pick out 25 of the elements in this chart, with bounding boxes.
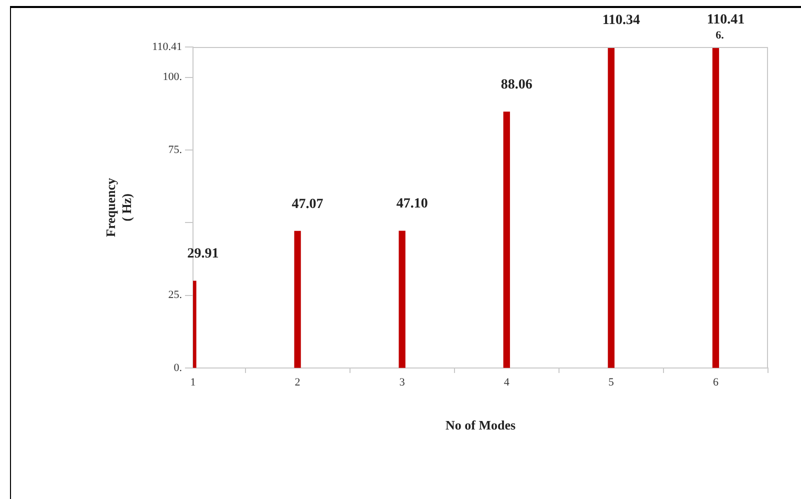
data-label: 47.10 [396,196,428,212]
x-tick-label: 5 [608,376,614,388]
y-tick-label: 0. [174,362,182,374]
bar [503,112,510,368]
y-axis-title: Frequency ( Hz) [103,178,134,237]
bar [712,47,720,368]
data-label: 110.41 [706,12,745,28]
x-tick-label: 3 [399,376,406,388]
x-tick-label: 2 [294,376,300,388]
data-label: 47.07 [292,196,324,212]
x-tick-label: 6 [712,376,719,388]
x-tick-label: 4 [504,376,510,388]
y-tick-label: 75. [168,144,182,156]
annotation: 6. [716,29,724,42]
y-tick-label: 25. [168,289,182,302]
bar [608,47,615,368]
y-tick-label: 110.41 [152,40,182,53]
data-label: 88.06 [500,78,532,93]
x-tick-label: 1 [190,376,196,388]
data-label: 29.91 [187,246,219,262]
y-tick-label: 100. [162,71,182,84]
bar [294,230,301,368]
data-label: 110.34 [602,12,640,28]
bar [398,230,406,368]
x-axis-title: No of Modes [445,418,516,433]
